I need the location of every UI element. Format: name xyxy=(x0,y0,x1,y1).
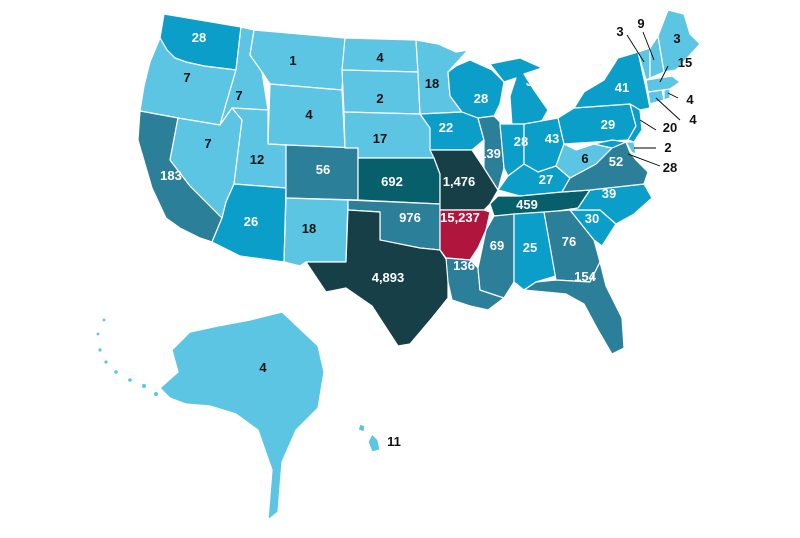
state-value-label-in: 28 xyxy=(514,134,528,149)
state-value-label-mo: 1,476 xyxy=(443,174,476,189)
state-value-label-vt: 3 xyxy=(616,24,623,39)
state-value-label-tx: 4,893 xyxy=(372,270,405,285)
state-value-label-nd: 4 xyxy=(376,50,384,65)
state-la xyxy=(445,257,505,311)
state-value-label-wa: 28 xyxy=(192,30,206,45)
leader-line-nj xyxy=(639,119,657,131)
state-value-label-ct: 4 xyxy=(689,112,697,127)
state-value-label-ny: 41 xyxy=(615,80,629,95)
state-value-label-nh: 9 xyxy=(637,16,644,31)
state-mo xyxy=(429,149,499,211)
state-ri xyxy=(663,88,671,101)
state-value-label-ri: 4 xyxy=(686,92,694,107)
state-ak xyxy=(159,311,325,521)
leader-line-md xyxy=(627,153,661,167)
state-value-label-ks: 692 xyxy=(381,174,403,189)
state-tx xyxy=(305,209,449,347)
state-hi xyxy=(367,433,381,453)
state-value-label-nv: 7 xyxy=(204,136,211,151)
state-value-label-il: 139 xyxy=(479,146,501,161)
state-value-label-id: 7 xyxy=(235,88,242,103)
state-value-label-md: 28 xyxy=(663,160,677,175)
state-value-label-co: 56 xyxy=(316,162,330,177)
state-value-label-ut: 12 xyxy=(250,152,264,167)
state-ny xyxy=(573,51,651,111)
state-value-label-or: 7 xyxy=(183,70,190,85)
state-mi xyxy=(489,57,549,127)
state-value-label-tn: 459 xyxy=(516,197,538,212)
state-value-label-ca: 183 xyxy=(160,168,182,183)
state-value-label-sc: 30 xyxy=(585,211,599,226)
state-value-label-al: 25 xyxy=(523,240,537,255)
state-value-label-ok: 976 xyxy=(399,210,421,225)
state-value-label-la: 136 xyxy=(453,258,475,273)
state-pa xyxy=(557,103,637,145)
state-value-label-ky: 27 xyxy=(539,172,553,187)
state-value-label-wy: 4 xyxy=(305,107,313,122)
state-value-label-oh: 43 xyxy=(545,131,559,146)
state-il xyxy=(477,115,505,191)
state-ma xyxy=(645,75,681,93)
state-ar xyxy=(439,209,491,261)
state-value-label-az: 26 xyxy=(244,214,258,229)
leader-line-nh xyxy=(642,31,655,61)
state-value-label-ia: 22 xyxy=(439,120,453,135)
state-value-label-pa: 29 xyxy=(601,117,615,132)
state-value-label-nm: 18 xyxy=(302,221,316,236)
state-value-label-ma: 15 xyxy=(678,55,692,70)
leader-line-ri xyxy=(667,92,679,99)
state-mt xyxy=(249,29,346,91)
state-value-label-fl: 154 xyxy=(574,269,596,284)
state-value-label-me: 3 xyxy=(673,31,680,46)
state-value-label-ga: 76 xyxy=(562,234,576,249)
leader-line-ct xyxy=(655,97,681,121)
state-ne xyxy=(343,111,435,159)
state-value-label-hi: 11 xyxy=(387,434,401,449)
state-me xyxy=(657,9,701,73)
leader-line-ma xyxy=(659,65,669,83)
state-value-label-ne: 17 xyxy=(373,131,387,146)
state-value-label-mn: 18 xyxy=(425,76,439,91)
state-value-label-mi: 35 xyxy=(526,74,540,89)
state-value-label-mt: 1 xyxy=(289,53,296,68)
state-value-label-wi: 28 xyxy=(474,91,488,106)
state-value-label-wv: 6 xyxy=(581,151,588,166)
state-value-label-nj: 20 xyxy=(663,120,677,135)
state-value-label-ms: 69 xyxy=(490,238,504,253)
leader-line-vt xyxy=(626,34,645,63)
state-hi-island xyxy=(357,423,366,433)
state-value-label-ak: 4 xyxy=(259,360,267,375)
state-fl xyxy=(523,261,625,355)
aleutian-islands xyxy=(96,318,158,396)
state-value-label-nc: 39 xyxy=(602,186,616,201)
state-value-label-sd: 2 xyxy=(376,91,383,106)
state-value-label-va: 52 xyxy=(609,154,623,169)
state-value-label-de: 2 xyxy=(664,140,671,155)
state-value-label-ar: 15,237 xyxy=(440,210,480,225)
